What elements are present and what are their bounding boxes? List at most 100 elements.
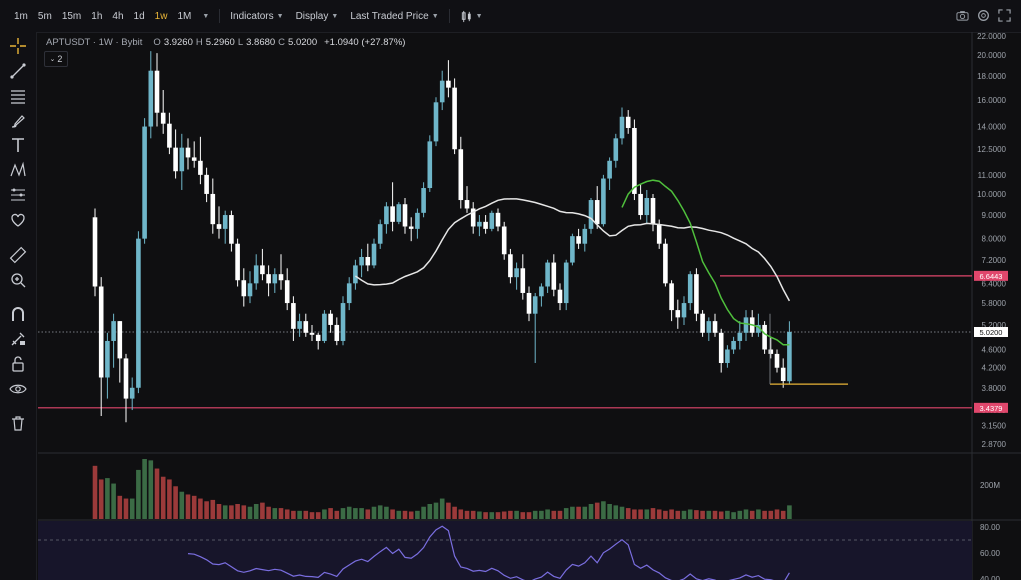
drawing-toolbar	[0, 32, 37, 580]
zoom-in-icon[interactable]	[9, 271, 27, 289]
candle-body	[718, 332, 724, 364]
crosshair-icon[interactable]	[9, 37, 27, 55]
timeframe-1h[interactable]: 1h	[91, 10, 103, 22]
candle-body	[365, 256, 371, 266]
volume-bar	[700, 510, 705, 519]
volume-bar	[681, 510, 687, 519]
candle-body	[514, 268, 519, 278]
settings-icon[interactable]	[977, 9, 990, 22]
volume-bar	[650, 508, 656, 519]
candle-body	[377, 224, 383, 244]
volume-bar	[594, 502, 600, 519]
price-tick-label: 4.6000	[982, 345, 1007, 354]
price-axis: 22.0000 20.0000 18.0000 16.0000 14.0000 12.50…	[974, 32, 1008, 580]
volume-bar	[780, 510, 786, 519]
candle-body	[470, 208, 476, 227]
candle-body	[334, 324, 340, 341]
volume-bar	[539, 510, 544, 519]
timeframe-15m[interactable]: 15m	[61, 10, 82, 22]
candle-body	[563, 262, 569, 304]
price-tick-label: 11.0000	[978, 171, 1007, 180]
trend-line-icon[interactable]	[9, 62, 27, 80]
timeframe-4h[interactable]: 4h	[112, 10, 124, 22]
eye-icon[interactable]	[9, 380, 27, 398]
horizontal-lines-icon[interactable]	[9, 87, 27, 105]
volume-axis-label: 200M	[980, 481, 1000, 490]
candle-body	[278, 274, 284, 281]
display-button[interactable]: Display ▼	[290, 11, 345, 22]
volume-bar	[167, 479, 172, 519]
timeframe-1m[interactable]: 1m	[14, 10, 28, 22]
resistance-price-label: 6.6443	[980, 272, 1003, 281]
candle-body	[421, 188, 426, 213]
volume-bar	[105, 478, 110, 519]
candle-body	[477, 221, 482, 227]
timeframe-1d[interactable]: 1d	[133, 10, 145, 22]
text-icon[interactable]	[9, 136, 27, 154]
volume-bar	[446, 502, 451, 519]
trash-icon[interactable]	[9, 414, 27, 432]
candle-body	[650, 197, 656, 225]
volume-bar	[439, 498, 445, 519]
lock-icon[interactable]	[9, 355, 27, 373]
chart-type-button[interactable]: ▼	[454, 10, 489, 23]
volume-bar	[495, 512, 501, 519]
symbol-label[interactable]: APTUSDT · 1W · Bybit	[46, 37, 143, 48]
ruler-icon[interactable]	[9, 246, 27, 264]
brush-icon[interactable]	[9, 112, 27, 130]
candle-body	[774, 353, 780, 368]
candle-body	[446, 80, 451, 88]
open-key: O	[153, 37, 161, 48]
timeframe-1M[interactable]: 1M	[177, 10, 192, 22]
candle-body	[371, 243, 377, 266]
candle-body	[191, 157, 197, 161]
close-value: 5.0200	[288, 37, 318, 48]
volume-bar	[359, 508, 364, 519]
candle-body	[452, 87, 457, 150]
timeframe-5m[interactable]: 5m	[37, 10, 52, 22]
volume-bar	[365, 509, 371, 519]
lock-drawing-icon[interactable]	[9, 330, 27, 348]
volume-bar	[712, 510, 718, 519]
candle-body	[309, 332, 315, 335]
low-key: L	[237, 37, 244, 48]
candle-body	[539, 286, 544, 297]
change-value: +1.0940 (+27.87%)	[324, 37, 406, 48]
price-mode-button[interactable]: Last Traded Price ▼	[344, 11, 444, 22]
candle-body	[415, 212, 420, 229]
candle-body	[557, 289, 563, 304]
volume-bar	[483, 512, 488, 519]
candle-body	[129, 387, 135, 399]
volume-bar	[142, 459, 147, 519]
collapse-indicators-button[interactable]: ⌄ 2	[44, 51, 68, 67]
timeframe-1w[interactable]: 1w	[154, 10, 168, 22]
volume-bar	[718, 511, 724, 519]
price-tick-label: 6.4000	[982, 279, 1007, 288]
candle-body	[576, 236, 581, 244]
camera-icon[interactable]	[956, 9, 969, 22]
candle-body	[607, 160, 612, 179]
heart-icon[interactable]	[9, 211, 27, 229]
candle-body	[656, 224, 662, 244]
indicators-button[interactable]: Indicators ▼	[224, 11, 289, 22]
candle-body	[601, 178, 606, 225]
candle-body	[272, 274, 278, 284]
volume-bar	[303, 510, 309, 519]
candlesticks	[92, 51, 848, 423]
volume-bar	[297, 510, 302, 519]
volume-bar	[725, 510, 730, 519]
candle-body	[712, 321, 718, 333]
magnet-icon[interactable]	[9, 305, 27, 323]
pattern-icon[interactable]	[9, 161, 27, 179]
volume-bar	[235, 504, 240, 519]
volume-bar	[563, 508, 569, 519]
volume-bar	[762, 510, 767, 519]
candle-body	[315, 334, 321, 341]
fib-icon[interactable]	[9, 186, 27, 204]
candle-body	[768, 349, 774, 354]
candle-body	[353, 265, 358, 284]
candle-body	[229, 215, 234, 244]
timeframe-dropdown[interactable]: ▼	[196, 13, 215, 20]
fullscreen-icon[interactable]	[998, 9, 1011, 22]
